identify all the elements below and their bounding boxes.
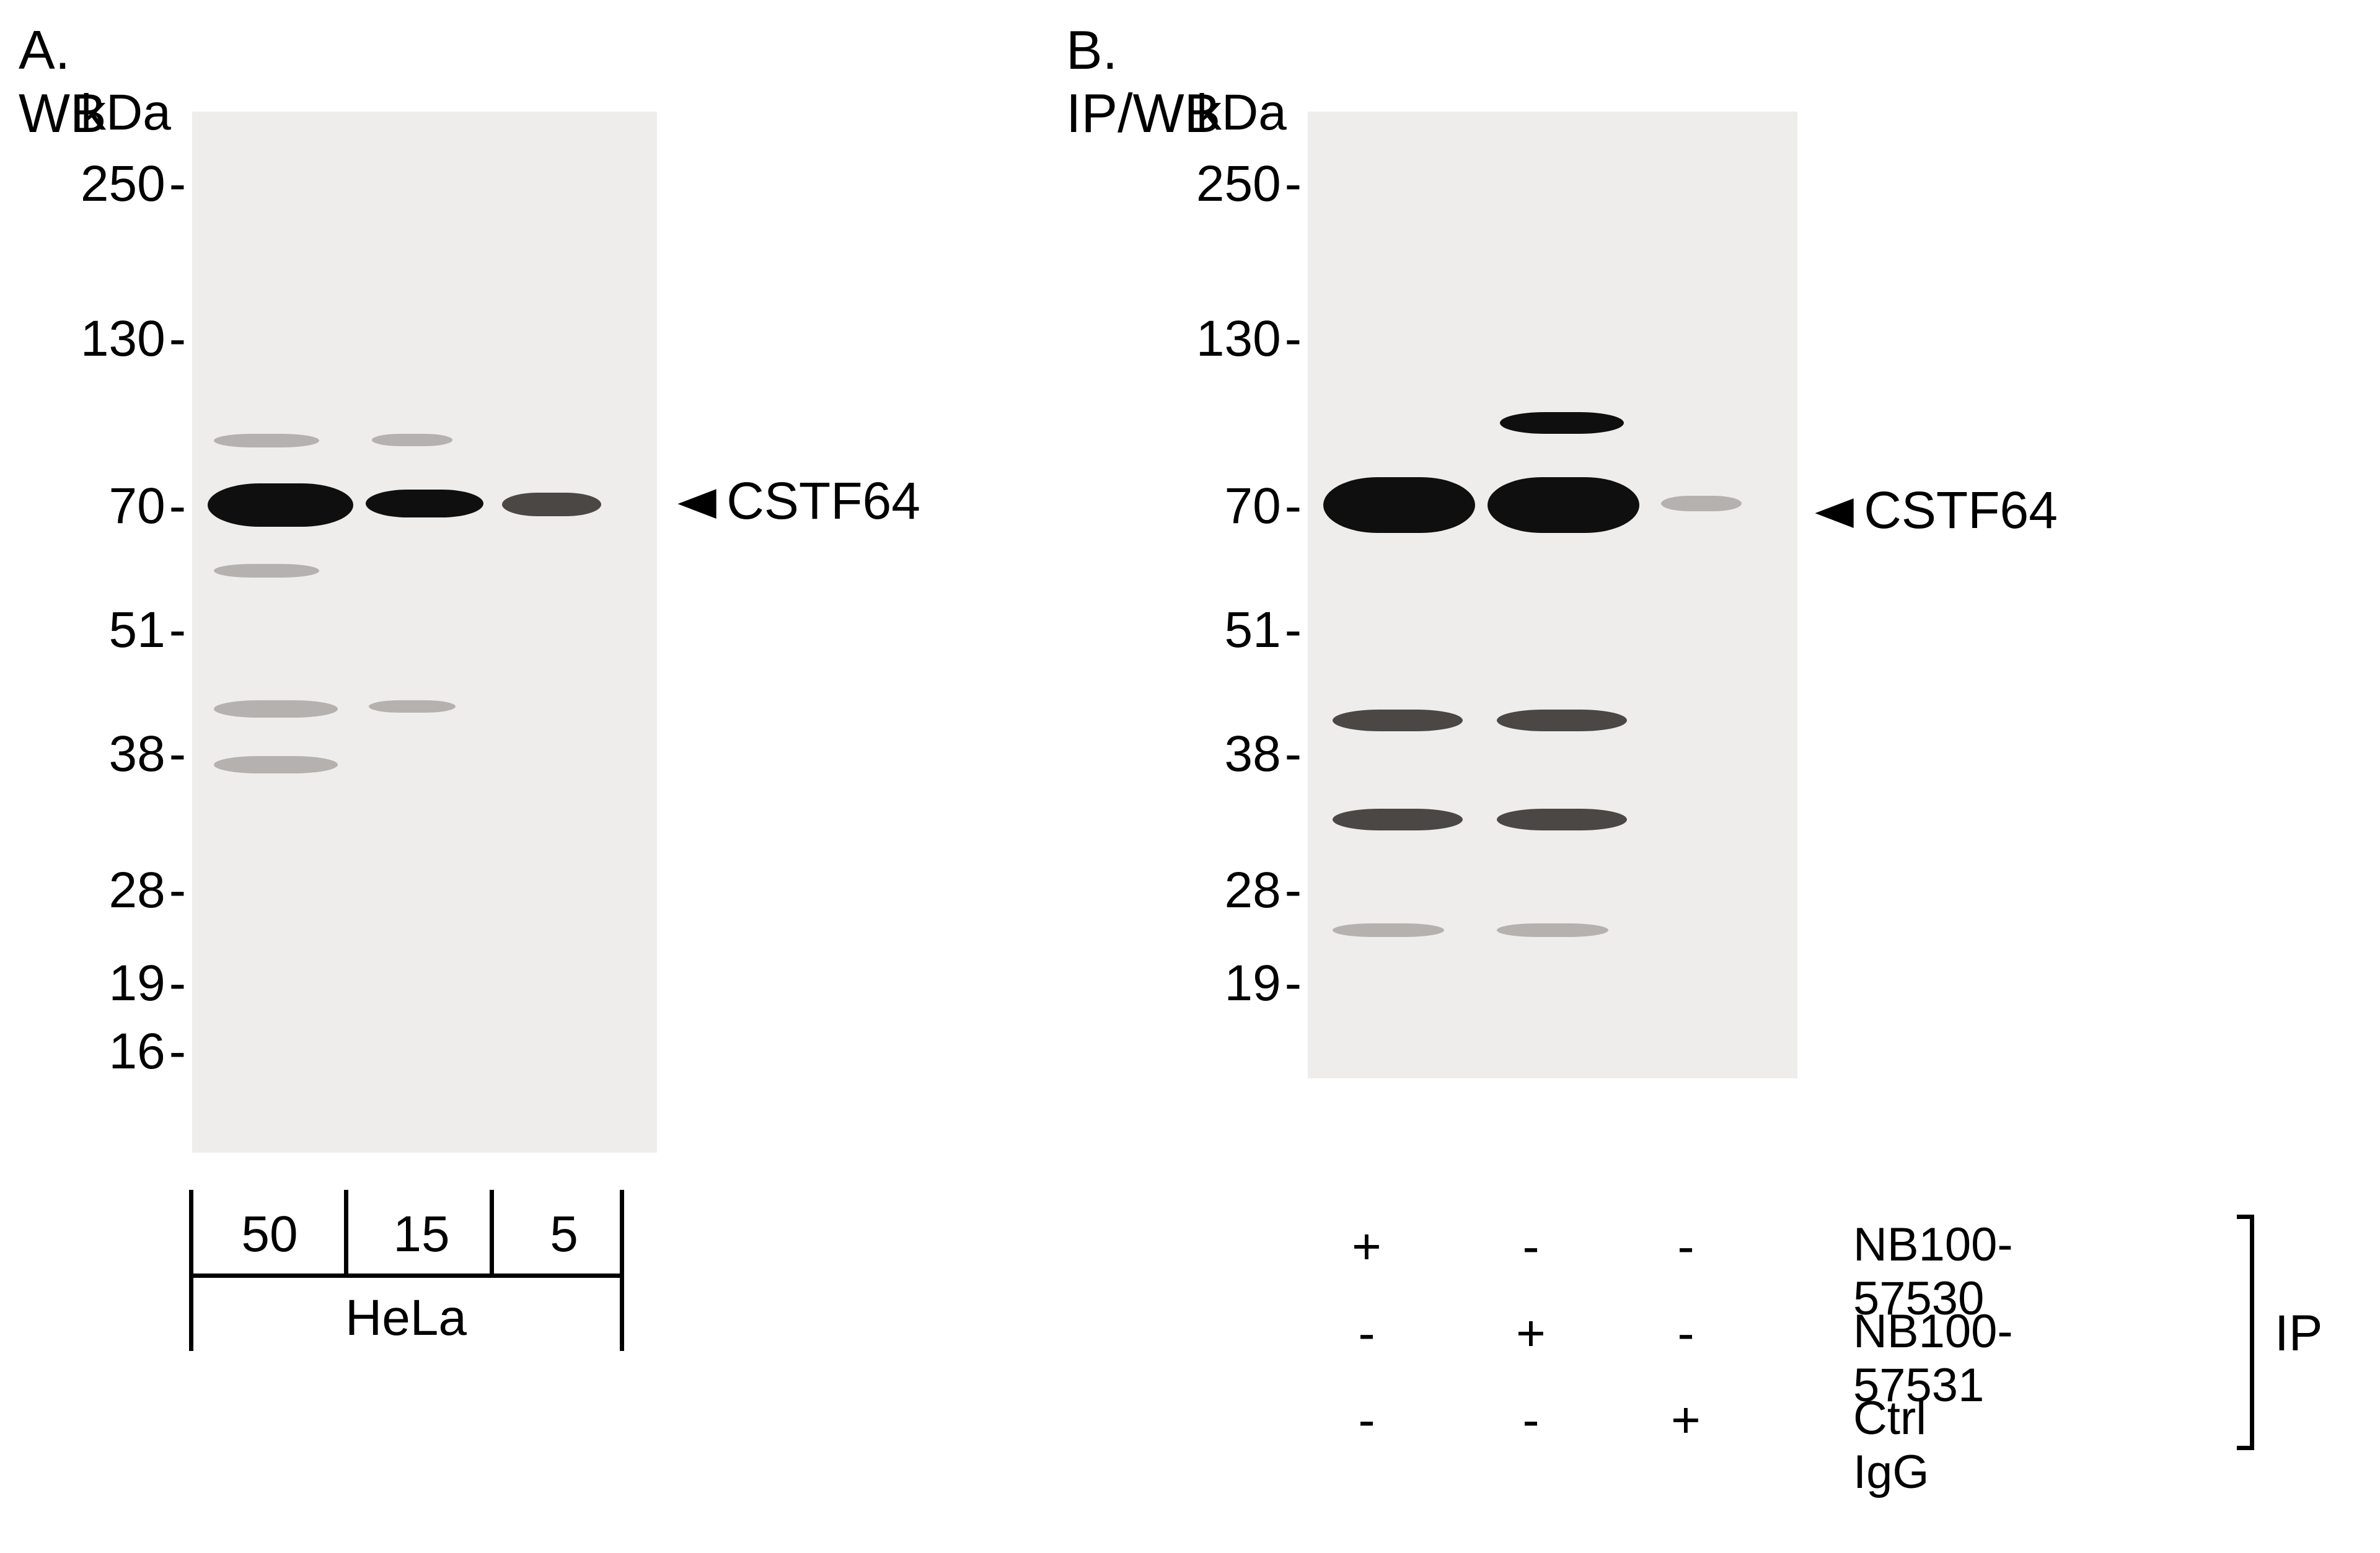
mw-marker: 51	[1178, 601, 1302, 659]
blot-band	[366, 490, 483, 517]
mw-marker: 51	[62, 601, 186, 659]
panel-b-arrow-label: ◄ CSTF64	[1810, 480, 2058, 540]
blot-band	[1497, 710, 1627, 731]
blot-band	[1661, 496, 1742, 511]
ip-symbol: -	[1336, 1391, 1398, 1450]
lane-divider	[189, 1274, 623, 1278]
figure-container: A. WB kDa 250 130 70 51 38 28 19 16 ◄ CS…	[0, 0, 2380, 1553]
target-label: CSTF64	[1864, 480, 2058, 540]
ip-bracket	[2250, 1215, 2254, 1450]
panel-a-kda: kDa	[81, 84, 171, 142]
blot-band	[214, 700, 338, 718]
blot-band	[369, 700, 456, 713]
ip-symbol: -	[1655, 1218, 1717, 1276]
mw-marker: 38	[62, 725, 186, 783]
ip-symbol: +	[1336, 1218, 1398, 1276]
mw-marker: 28	[62, 861, 186, 920]
lane-label: 15	[378, 1205, 465, 1264]
ip-symbol: -	[1500, 1391, 1562, 1450]
mw-marker: 250	[62, 155, 186, 213]
blot-band	[1497, 809, 1627, 830]
mw-marker: 28	[1178, 861, 1302, 920]
blot-band	[214, 434, 319, 447]
blot-band	[1488, 477, 1639, 533]
lane-label: 50	[226, 1205, 313, 1264]
ip-symbol: -	[1336, 1304, 1398, 1363]
blot-band	[1497, 923, 1608, 937]
mw-marker: 130	[62, 310, 186, 368]
blot-band	[1500, 412, 1624, 434]
blot-band	[208, 483, 353, 527]
mw-marker: 16	[62, 1023, 186, 1081]
blot-band	[372, 434, 452, 446]
ip-symbol: +	[1655, 1391, 1717, 1450]
panel-b-kda: kDa	[1196, 84, 1287, 142]
lane-label: 5	[521, 1205, 607, 1264]
mw-marker: 70	[1178, 477, 1302, 535]
arrow-icon: ◄	[1802, 482, 1866, 539]
target-label: CSTF64	[726, 471, 920, 531]
lane-divider	[344, 1190, 348, 1277]
mw-marker: 250	[1178, 155, 1302, 213]
blot-band	[1333, 923, 1444, 937]
blot-band	[1333, 809, 1463, 830]
blot-band	[1333, 710, 1463, 731]
ip-bracket-cap	[2237, 1446, 2254, 1450]
blot-band	[502, 493, 601, 516]
mw-marker: 19	[1178, 954, 1302, 1013]
blot-band	[214, 564, 319, 578]
blot-band	[214, 756, 338, 773]
ip-row-label: Ctrl IgG	[1853, 1391, 1929, 1499]
ip-bracket-cap	[2237, 1215, 2254, 1219]
ip-symbol: -	[1500, 1218, 1562, 1276]
mw-marker: 19	[62, 954, 186, 1013]
ip-label: IP	[2275, 1304, 2322, 1363]
mw-marker: 70	[62, 477, 186, 535]
ip-symbol: -	[1655, 1304, 1717, 1363]
blot-band	[1323, 477, 1475, 533]
arrow-icon: ◄	[665, 473, 729, 530]
ip-symbol: +	[1500, 1304, 1562, 1363]
panel-a-blot	[192, 112, 657, 1153]
lane-divider	[490, 1190, 494, 1277]
panel-a-arrow-label: ◄ CSTF64	[672, 471, 920, 531]
mw-marker: 130	[1178, 310, 1302, 368]
mw-marker: 38	[1178, 725, 1302, 783]
sample-label: HeLa	[189, 1289, 623, 1347]
